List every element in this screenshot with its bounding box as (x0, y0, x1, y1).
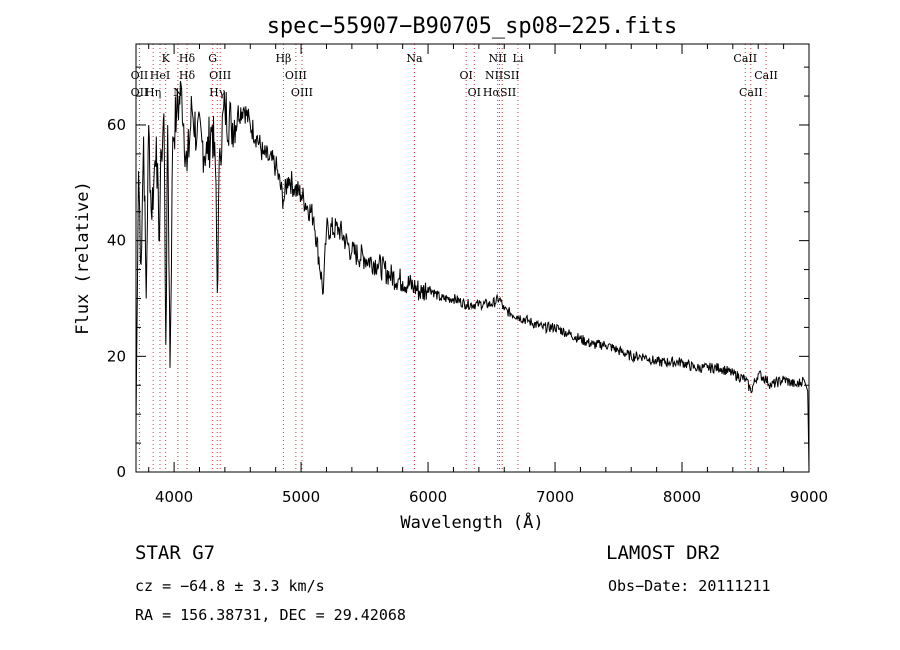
line-marker-label: Hη (145, 86, 161, 99)
line-marker-label: OI (468, 86, 481, 99)
x-tick-label: 4000 (155, 488, 193, 506)
line-marker-label: OIII (209, 69, 231, 82)
line-marker-label: CaII (754, 69, 778, 82)
line-marker-label: HeI (150, 69, 170, 82)
chart-title: spec−55907−B90705_sp08−225.fits (267, 14, 678, 39)
object-type: STAR G7 (135, 542, 216, 564)
line-marker-label: K (162, 52, 171, 65)
line-marker-label: G (208, 52, 217, 65)
y-tick-label: 0 (116, 463, 126, 481)
line-marker-label: Hδ (179, 52, 196, 65)
x-tick-label: 5000 (282, 488, 320, 506)
line-marker-label: OIII (285, 69, 307, 82)
x-tick-label: 7000 (536, 488, 574, 506)
line-marker-label: OII (131, 86, 149, 99)
line-marker-label: CaII (739, 86, 763, 99)
x-tick-label: 6000 (409, 488, 447, 506)
y-axis-ticks: 0 20 40 60 (107, 66, 809, 481)
line-marker-label: NII (488, 52, 506, 65)
spectrum-line (135, 80, 810, 473)
plot-frame (135, 43, 810, 473)
line-marker-label: CaII (733, 52, 757, 65)
y-tick-label: 60 (107, 116, 126, 134)
x-axis-label: Wavelength (Å) (400, 511, 543, 533)
y-tick-label: 40 (107, 232, 126, 250)
line-marker-label: Hγ (209, 86, 226, 99)
line-marker-label: N (173, 86, 183, 99)
line-marker-label: OIII (291, 86, 313, 99)
ra-dec-coordinates: RA = 156.38731, DEC = 29.42068 (135, 606, 406, 624)
line-marker-label: OI (459, 69, 472, 82)
x-tick-label: 9000 (790, 488, 828, 506)
line-marker-label: NIISII (485, 69, 520, 82)
observation-date: Obs−Date: 20111211 (608, 577, 771, 595)
survey-name: LAMOST DR2 (606, 542, 721, 564)
y-tick-label: 20 (107, 347, 126, 365)
spectrum-line-group (135, 80, 810, 473)
x-tick-label: 8000 (663, 488, 701, 506)
line-marker-label: Li (513, 52, 524, 65)
line-marker-label: Na (406, 52, 423, 65)
line-marker-label: Hβ (275, 52, 291, 65)
line-marker-label: OII (131, 69, 149, 82)
emission-line-markers: Hδ K G Hβ Na NII Li CaII OII HeI Hδ OIII OIII OI NIISI… (131, 44, 778, 472)
redshift-cz: cz = −64.8 ± 3.3 km/s (135, 577, 325, 595)
x-axis-ticks: 4000 5000 6000 7000 8000 9000 (148, 44, 828, 506)
line-marker-label: Hδ (179, 69, 196, 82)
y-axis-label: Flux (relative) (73, 181, 93, 335)
line-marker-label: HαSII (483, 86, 516, 99)
